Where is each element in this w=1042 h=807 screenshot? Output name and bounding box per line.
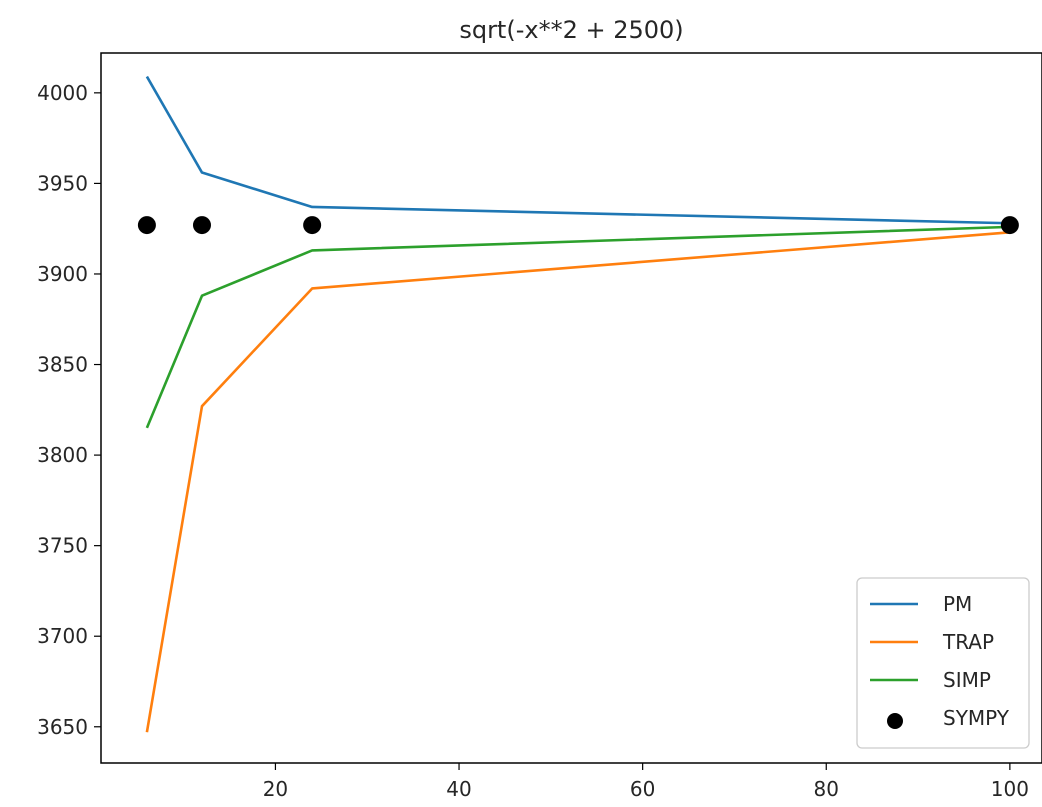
x-tick-label: 100 [991,777,1029,801]
legend-box [856,577,1030,749]
chart-title: sqrt(-x**2 + 2500) [459,16,683,44]
series-sympy-point [303,216,322,235]
y-tick-label: 3900 [37,262,88,286]
y-tick-label: 3650 [37,715,88,739]
legend-label-sympy: SYMPY [943,706,1010,730]
legend-label-pm: PM [943,592,972,616]
y-tick-label: 3950 [37,171,88,195]
y-tick-label: 3800 [37,443,88,467]
y-tick-label: 4000 [37,81,88,105]
axes-frame [100,52,1042,764]
legend-label-simp: SIMP [943,668,991,692]
legend-label-trap: TRAP [942,630,994,654]
y-tick-label: 3750 [37,534,88,558]
x-tick-label: 40 [446,777,471,801]
x-tick-label: 80 [814,777,839,801]
x-tick-label: 60 [630,777,655,801]
series-trap-line [145,231,1010,733]
plot-area: 20 40 60 80 100 3650 3700 3750 3800 3850 3900 3950 4… [37,52,1042,801]
legend: PM TRAP SIMP SYMPY [856,577,1030,749]
series-pm-line [145,75,1010,225]
x-tick-label: 20 [263,777,288,801]
legend-marker-sympy [887,713,903,729]
series-sympy-point [1000,216,1019,235]
series-sympy-point [192,216,211,235]
y-tick-label: 3850 [37,353,88,377]
y-tick-label: 3700 [37,624,88,648]
series-sympy-point [137,216,156,235]
series-simp-line [145,225,1010,429]
